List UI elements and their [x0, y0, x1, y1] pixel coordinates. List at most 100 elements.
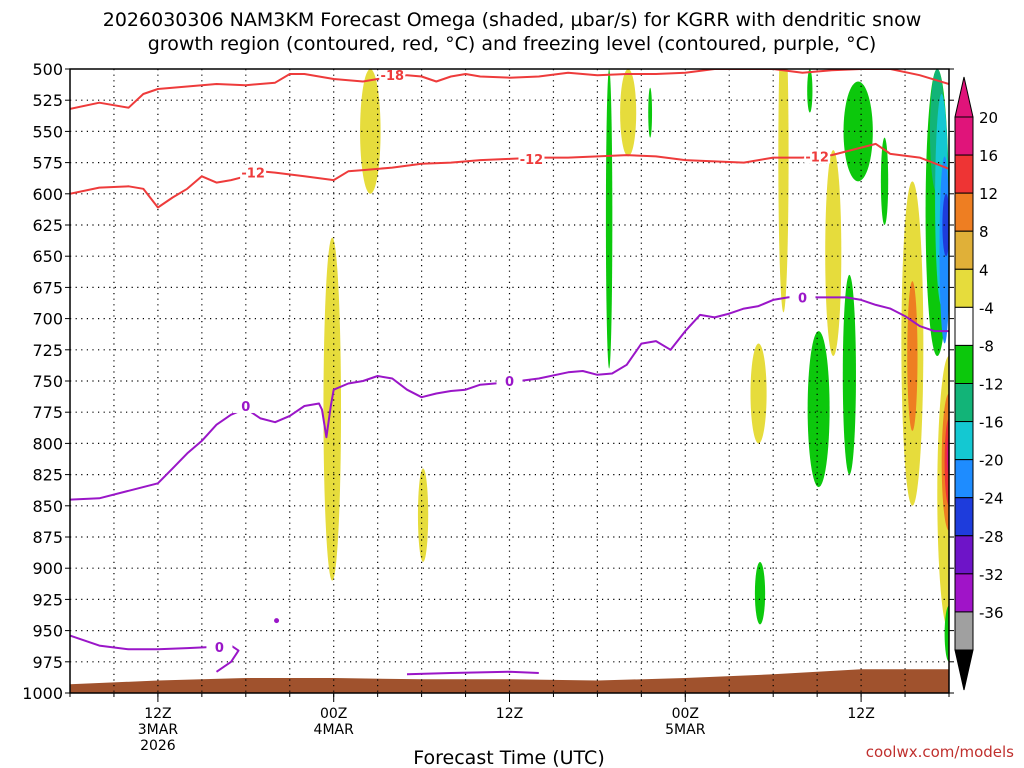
y-tick-label-600: 600	[32, 185, 63, 204]
y-tick-label-675: 675	[32, 278, 63, 297]
colorbar-swatch-1	[954, 154, 974, 194]
contour-label-bg-zero_upper-2	[789, 289, 816, 305]
contour-label-zero_upper-1: 0	[241, 400, 250, 415]
chart-title-line1: 2026030306 NAM3KM Forecast Omega (shaded…	[103, 9, 921, 31]
contour-minus12	[70, 142, 949, 209]
x-tick-label-42-1: 5MAR	[665, 722, 706, 738]
y-tick-label-925: 925	[32, 590, 63, 609]
omega-region-13	[880, 137, 889, 226]
ground-fill	[70, 669, 949, 693]
y-tick-label-650: 650	[32, 247, 63, 266]
y-tick-label-875: 875	[32, 528, 63, 547]
colorbar-swatch-5	[954, 306, 974, 346]
ground-terrain	[70, 669, 949, 693]
colorbar-swatch-3	[954, 230, 974, 270]
y-tick-label-850: 850	[32, 497, 63, 516]
omega-region-7	[807, 69, 813, 113]
omega-region-12	[843, 81, 873, 182]
contour-label-minus12-2: -12	[805, 150, 829, 165]
colorbar-label-5: -4	[979, 299, 994, 317]
colorbar-label-8: -16	[979, 414, 1004, 432]
x-tick-label-18-1: 4MAR	[314, 722, 355, 738]
contour-label-bg-minus12-0	[240, 164, 267, 180]
y-tick-label-975: 975	[32, 653, 63, 672]
colorbar-swatch-12	[954, 573, 974, 613]
y-tick-label-725: 725	[32, 341, 63, 360]
colorbar-top-arrow	[954, 76, 974, 118]
colorbar-label-13: -36	[979, 604, 1004, 622]
contour-label-bg-minus18-0	[379, 67, 406, 83]
colorbar-label-0: 20	[979, 109, 998, 127]
contour-label-bg-minus12-2	[804, 148, 831, 164]
y-tick-label-525: 525	[32, 91, 63, 110]
y-tick-label-700: 700	[32, 310, 63, 329]
y-tick-label-900: 900	[32, 559, 63, 578]
grid-lines	[70, 69, 949, 693]
x-tick-label-30-0: 12Z	[496, 706, 523, 722]
omega-region-2	[417, 468, 429, 562]
contour-label-minus12-1: -12	[520, 153, 544, 168]
y-tick-label-1000: 1000	[22, 684, 63, 703]
contour-label-bg-zero_lower-0	[206, 638, 233, 654]
contour-zero_surface	[406, 670, 539, 676]
contour-label-bg-zero_upper-0	[496, 373, 523, 388]
omega-region-0	[360, 69, 381, 194]
colorbar-swatch-8	[954, 421, 974, 461]
colorbar-swatch-13	[954, 611, 974, 651]
colorbar-label-9: -20	[979, 452, 1004, 470]
omega-region-21	[942, 193, 949, 257]
contour-label-minus18-0: -18	[381, 69, 405, 84]
omega-region-6	[778, 69, 789, 313]
x-axis-label: Forecast Time (UTC)	[413, 747, 604, 768]
y-tick-label-775: 775	[32, 403, 63, 422]
x-tick-label-18-0: 00Z	[320, 706, 347, 722]
colorbar-swatch-4	[954, 268, 974, 308]
colorbar-label-12: -32	[979, 566, 1004, 584]
colorbar-swatch-10	[954, 497, 974, 537]
omega-region-5	[648, 87, 653, 138]
x-tick-label-6-1: 3MAR	[138, 722, 179, 738]
colorbar-label-3: 8	[979, 223, 989, 241]
y-tick-label-950: 950	[32, 622, 63, 641]
omega-region-4	[605, 69, 613, 369]
colorbar-swatch-0	[954, 116, 974, 156]
contour-label-zero_upper-0: 0	[505, 375, 514, 390]
colorbar-swatch-2	[954, 192, 974, 232]
contour-minus18	[70, 69, 949, 110]
credit-text: coolwx.com/models	[866, 743, 1014, 761]
colorbar-label-10: -24	[979, 490, 1004, 508]
y-tick-label-825: 825	[32, 466, 63, 485]
omega-shading	[323, 69, 949, 662]
y-tick-label-750: 750	[32, 372, 63, 391]
contour-labels: -18 -12 -12 -12 0 0 0 0	[206, 67, 831, 656]
omega-region-26	[944, 605, 949, 662]
colorbar-label-7: -12	[979, 376, 1004, 394]
contour-zero_dot	[274, 618, 280, 624]
omega-region-9	[750, 343, 767, 444]
colorbar-swatch-6	[954, 344, 974, 384]
contour-label-zero_upper-2: 0	[798, 291, 807, 306]
contour-label-zero_lower-0: 0	[215, 641, 224, 656]
contour-label-bg-zero_upper-1	[232, 397, 259, 413]
x-tick-label-6-0: 12Z	[144, 706, 171, 722]
y-axis: 500 525 550 575 600 625 650 675 700 725 750 775 800 8…	[22, 60, 954, 703]
y-tick-label-625: 625	[32, 216, 63, 235]
colorbar-swatch-9	[954, 459, 974, 499]
colorbar-swatch-7	[954, 383, 974, 423]
colorbar-swatch-11	[954, 535, 974, 575]
chart-title-line2: growth region (contoured, red, °C) and f…	[148, 33, 877, 55]
y-tick-label-500: 500	[32, 60, 63, 79]
colorbar-legend: 20 16 12 8 4 -4 -8 -12 -16 -20 -24 -28 -32 -36	[954, 76, 1004, 691]
omega-region-14	[754, 561, 766, 625]
colorbar-bottom-arrow	[954, 649, 974, 691]
omega-region-3	[620, 69, 637, 157]
y-tick-label-800: 800	[32, 434, 63, 453]
x-tick-label-54-0: 12Z	[847, 706, 874, 722]
omega-region-16	[907, 281, 918, 431]
colorbar-label-2: 12	[979, 185, 998, 203]
contour-label-minus12-0: -12	[241, 167, 265, 182]
omega-region-11	[842, 274, 856, 475]
colorbar-label-4: 4	[979, 261, 989, 279]
